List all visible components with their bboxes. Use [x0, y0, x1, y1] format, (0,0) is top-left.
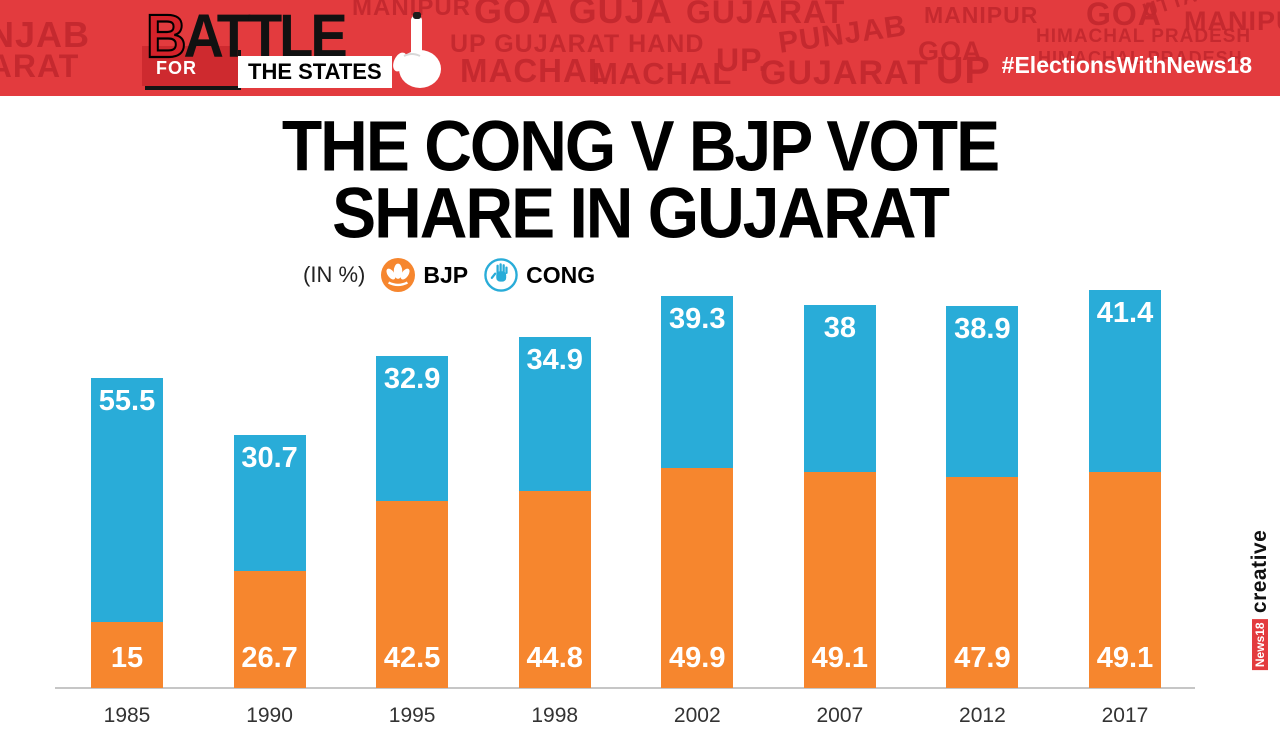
hashtag: #ElectionsWithNews18	[1001, 52, 1252, 78]
battle-for-the-states-logo: BATTLE FOR THE STATES	[130, 0, 490, 96]
bjp-segment: 42.5	[376, 501, 449, 688]
cong-value-label: 41.4	[1096, 296, 1154, 329]
bjp-segment: 49.1	[1088, 471, 1161, 688]
cong-value-label: 30.7	[241, 442, 298, 475]
bar-group-2007: 38 49.1	[803, 304, 876, 688]
bjp-lotus-icon	[381, 258, 416, 292]
bar-group-2012: 38.9 47.9	[946, 306, 1019, 688]
bjp-value-label: 49.1	[1096, 642, 1154, 674]
banner-background-word: UP GUJARAT HAND	[450, 30, 705, 58]
banner-background-word: MACHAL	[460, 52, 609, 89]
banner-background-word: GOA GUJA	[474, 0, 673, 31]
year-label-1995: 1995	[388, 704, 436, 727]
news18-creative-watermark: News18 creative	[1248, 530, 1272, 671]
x-axis-line	[55, 687, 1195, 689]
logo-the-states-text: THE STATES	[238, 56, 392, 88]
year-label-2012: 2012	[959, 704, 1006, 727]
bjp-value-label: 42.5	[383, 642, 441, 674]
cong-value-label: 39.3	[669, 302, 726, 335]
legend-label-bjp: BJP	[423, 261, 469, 288]
cong-segment: 55.5	[91, 377, 163, 622]
cong-value-label: 38.9	[954, 313, 1011, 346]
bjp-value-label: 15	[110, 642, 144, 674]
year-label-2017: 2017	[1101, 704, 1149, 727]
creative-text: creative	[1248, 530, 1271, 614]
year-label-2002: 2002	[673, 704, 721, 727]
cong-segment: 32.9	[376, 356, 449, 501]
bar-group-2002: 39.3 49.9	[661, 295, 734, 688]
bjp-segment: 44.8	[518, 490, 591, 688]
cong-segment: 41.4	[1088, 289, 1161, 472]
bjp-value-label: 44.8	[526, 641, 583, 674]
bjp-segment: 47.9	[946, 477, 1019, 688]
banner-background-word: MACHAL	[592, 56, 733, 91]
unit-label: (IN %)	[303, 262, 366, 287]
bar-group-1995: 32.9 42.5	[376, 356, 449, 688]
year-label-2007: 2007	[816, 704, 864, 727]
banner-background-word: UP	[936, 50, 991, 92]
legend-label-cong: CONG	[526, 261, 596, 288]
cong-segment: 38.9	[946, 306, 1019, 478]
bjp-value-label: 26.7	[241, 642, 298, 674]
legend-item-cong: CONG	[484, 258, 595, 292]
news18-logo: News18	[1252, 619, 1268, 671]
banner-background-word: GOA	[1086, 0, 1162, 32]
year-label-1998: 1998	[531, 704, 579, 727]
banner-background-word: HIMACHAL PRADESH	[1036, 26, 1252, 47]
cong-value-label: 55.5	[98, 384, 156, 417]
banner-background-word: HIMACHAL PRADESH.	[1038, 48, 1249, 68]
chart-title: THE CONG V BJP VOTE SHARE IN GUJARAT	[0, 110, 1280, 248]
logo-red-brush	[142, 46, 238, 86]
chart-title-line2: SHARE IN GUJARAT	[332, 172, 950, 253]
logo-battle-b: B	[145, 0, 188, 72]
banner-background-word: MANIPUR	[1184, 6, 1280, 36]
year-label-1990: 1990	[246, 704, 293, 727]
bar-group-1990: 30.7 26.7	[233, 435, 306, 688]
bar-group-1998: 34.9 44.8	[518, 337, 591, 688]
banner-background-word: GUJARAT	[760, 54, 929, 92]
banner-background-word: GUJARAT	[686, 0, 846, 30]
cong-value-label: 34.9	[526, 344, 583, 377]
bjp-value-label: 47.9	[954, 642, 1011, 674]
bjp-segment: 49.1	[803, 471, 876, 688]
legend: (IN %) BJP CONG	[303, 258, 595, 292]
legend-item-bjp: BJP	[381, 258, 468, 292]
cong-segment: 38	[803, 304, 876, 472]
banner-background-word: GOA	[918, 36, 983, 66]
logo-for-text: FOR	[156, 58, 197, 78]
cong-segment: 34.9	[518, 337, 591, 491]
cong-value-label: 38	[823, 311, 856, 344]
bjp-value-label: 49.1	[811, 641, 869, 674]
bar-group-2017: 41.4 49.1	[1088, 289, 1161, 688]
bar-group-1985: 55.5 15	[91, 377, 163, 688]
voting-hand-icon	[393, 12, 441, 88]
banner-background-word: PUNJAB	[0, 14, 91, 55]
banner-background-word: UP.	[716, 42, 769, 78]
banner-background-word: MANIPUR	[924, 2, 1039, 28]
banner-background-word: MANIPUR	[352, 0, 471, 21]
bjp-value-label: 49.9	[669, 641, 726, 674]
bjp-segment: 26.7	[233, 570, 306, 688]
bjp-segment: 15	[91, 622, 163, 688]
cong-segment: 30.7	[233, 435, 306, 571]
chart-title-line1: THE CONG V BJP VOTE	[281, 105, 1000, 186]
cong-hand-icon	[484, 258, 518, 292]
year-label-1985: 1985	[103, 704, 151, 727]
cong-segment: 39.3	[661, 295, 734, 469]
cong-value-label: 32.9	[383, 363, 441, 396]
bjp-segment: 49.9	[661, 468, 734, 688]
banner-background-word: GUJARAT	[0, 48, 80, 84]
